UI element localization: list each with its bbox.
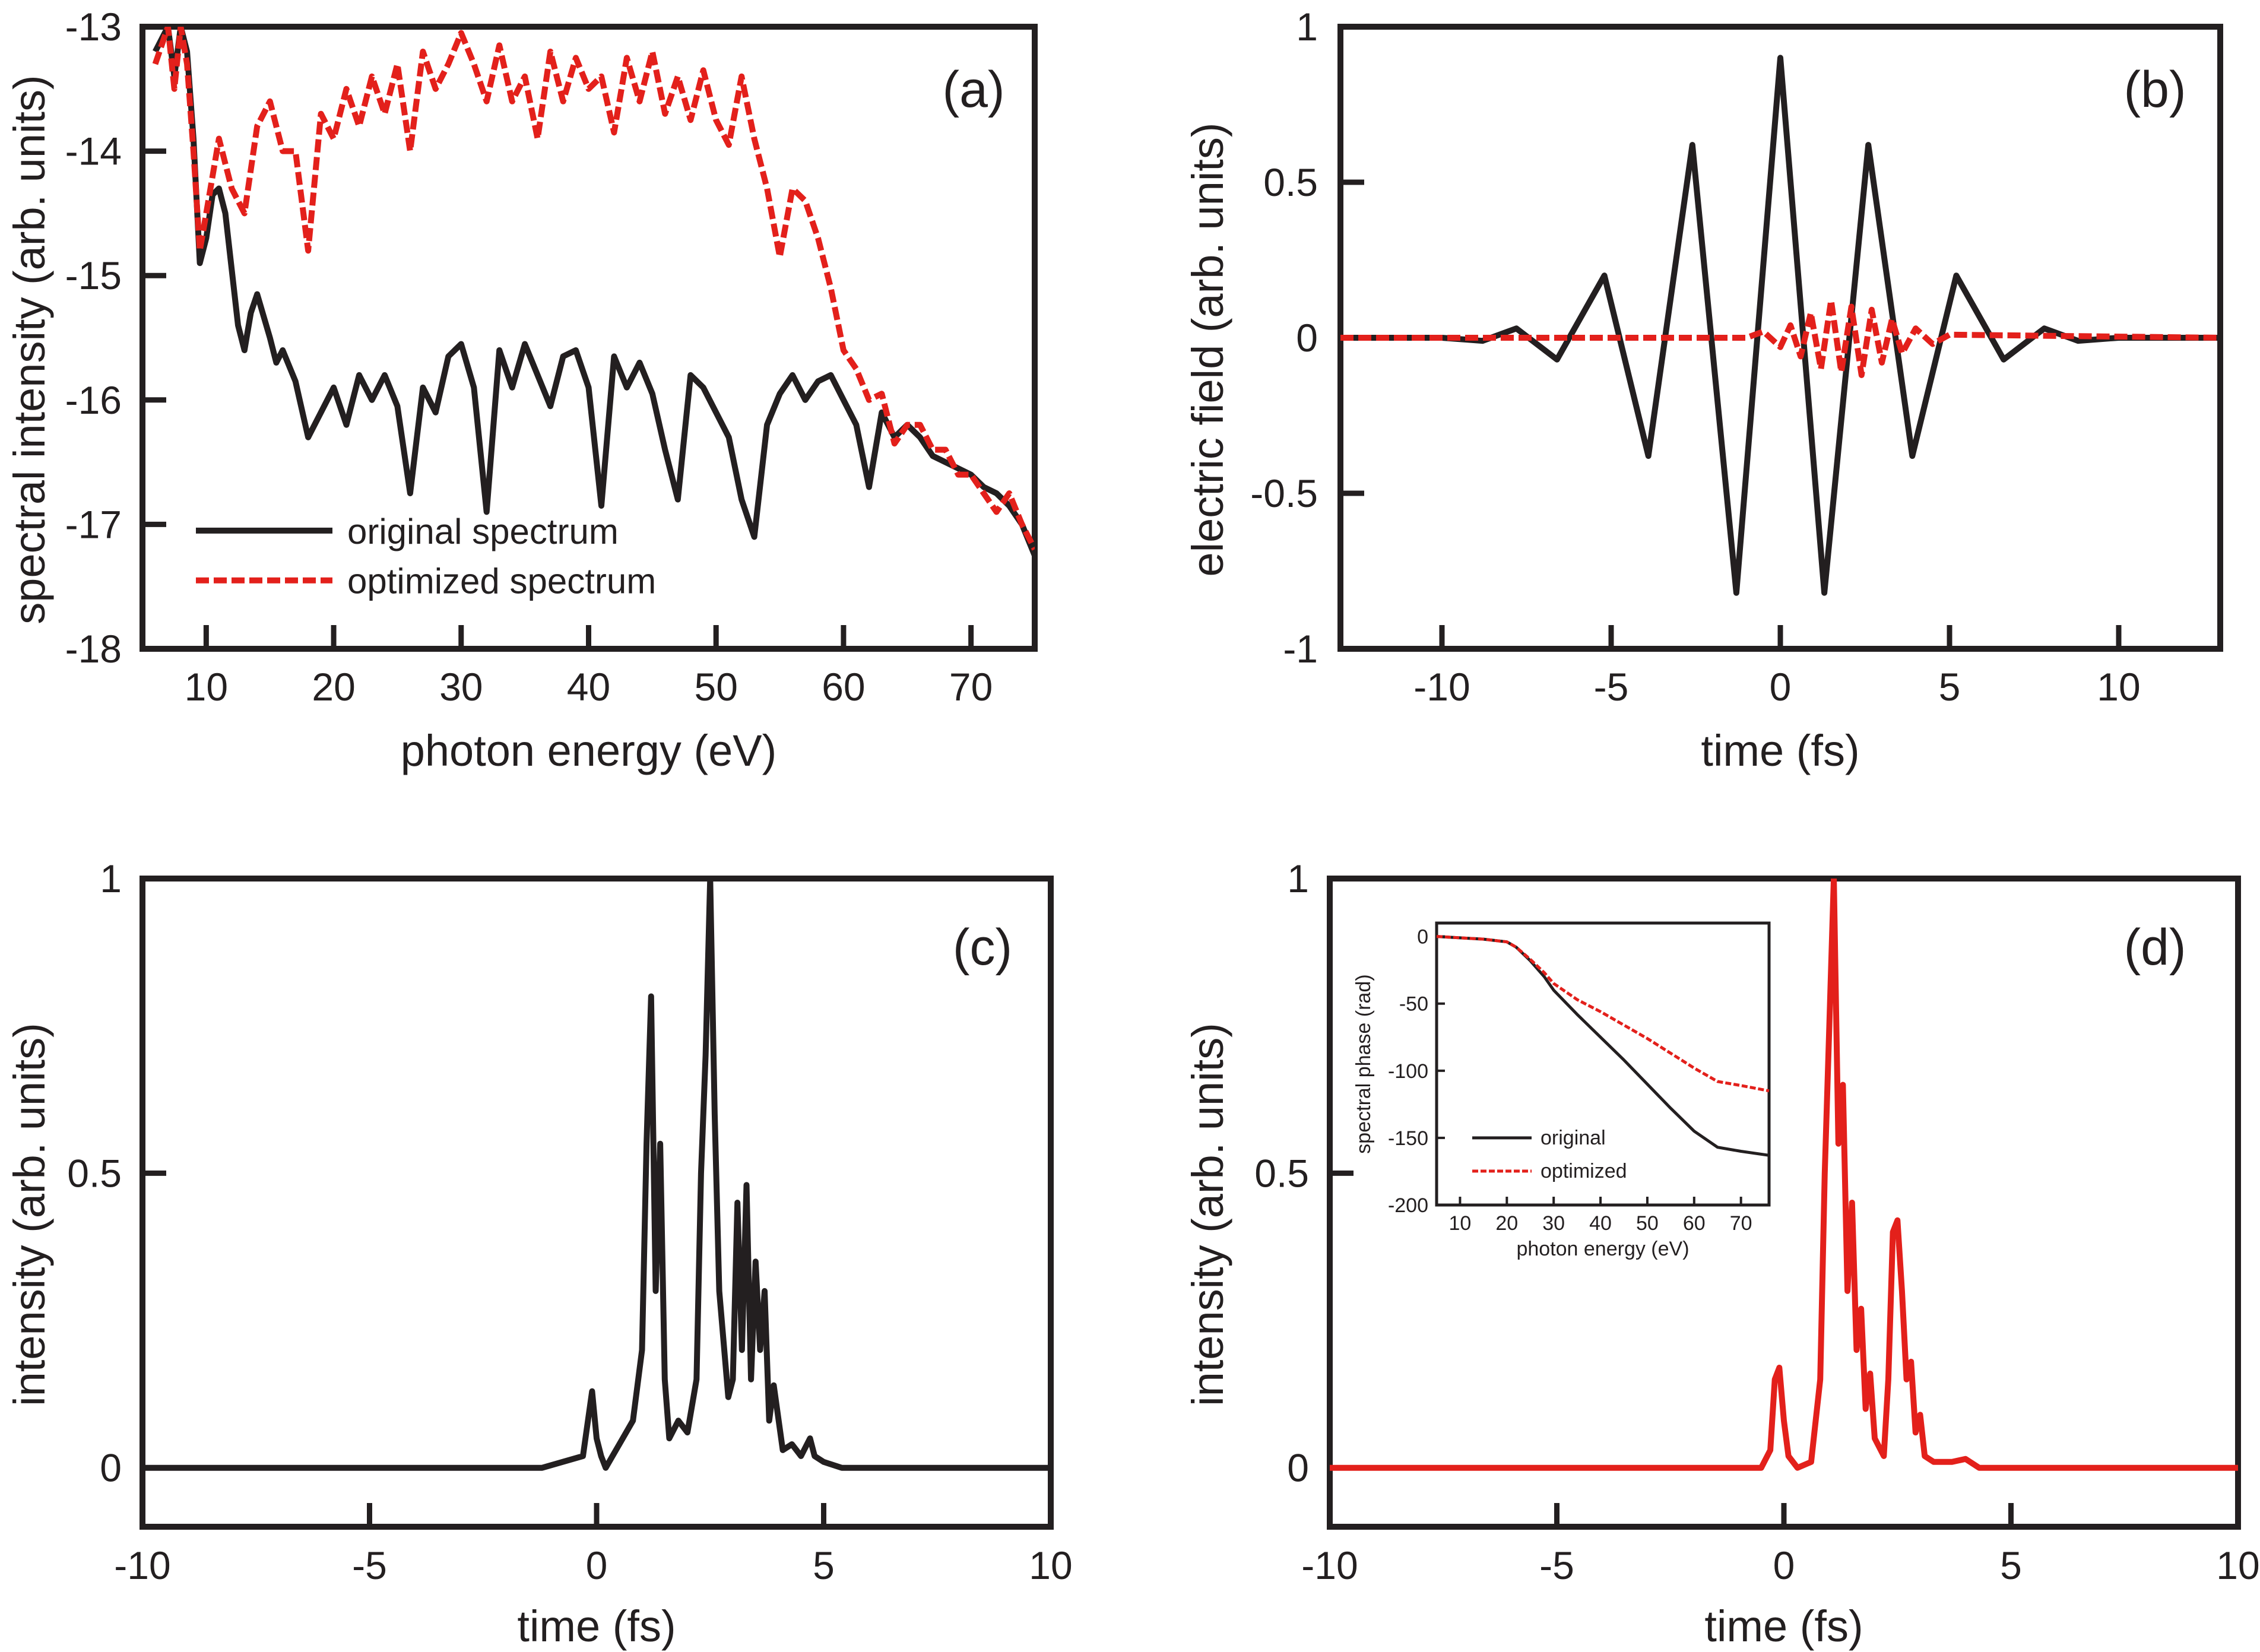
y-tick-label: 0.5 — [1254, 1151, 1309, 1195]
y-tick-label: -14 — [65, 129, 122, 173]
y-axis-label: electric field (arb. units) — [1183, 123, 1232, 577]
panel-label: (a) — [942, 61, 1004, 118]
y-tick-label: 0.5 — [1263, 160, 1318, 204]
inset-y-tick-label: -200 — [1388, 1194, 1428, 1217]
x-tick-label: 0 — [586, 1543, 608, 1587]
y-tick-label: -17 — [65, 502, 122, 546]
legend-label: original spectrum — [347, 512, 619, 551]
y-tick-label: 0 — [100, 1446, 122, 1490]
x-axis-label: time (fs) — [1704, 1602, 1863, 1651]
inset-x-tick-label: 50 — [1636, 1212, 1659, 1235]
x-tick-label: 5 — [1939, 665, 1961, 709]
x-tick-label: 10 — [1029, 1543, 1072, 1587]
x-tick-label: 5 — [2000, 1543, 2022, 1587]
y-axis-label: spectral intensity (arb. units) — [5, 75, 54, 624]
panel-label: (b) — [2123, 61, 2186, 118]
legend-label: optimized spectrum — [347, 562, 656, 601]
x-tick-label: 20 — [312, 665, 355, 709]
panel-label: (c) — [953, 919, 1012, 976]
x-tick-label: -5 — [1539, 1543, 1574, 1587]
inset-y-tick-label: 0 — [1417, 926, 1428, 949]
panel-c: -10 -5 0 5 10 1 0.5 0 time (fs) intensity (arb. u… — [5, 857, 1073, 1651]
x-tick-label: -10 — [1413, 665, 1470, 709]
x-tick-label: 40 — [567, 665, 610, 709]
inset-x-tick-label: 20 — [1495, 1212, 1518, 1235]
inset-legend-label: original — [1541, 1127, 1606, 1149]
x-tick-label: -10 — [1301, 1543, 1358, 1587]
x-tick-label: 10 — [2097, 665, 2140, 709]
y-tick-label: -1 — [1283, 627, 1318, 671]
series-line-original — [142, 879, 1051, 1471]
x-axis-label: photon energy (eV) — [401, 726, 777, 775]
x-tick-label: 60 — [822, 665, 865, 709]
y-tick-label: 0.5 — [67, 1151, 122, 1195]
x-axis-label: time (fs) — [1701, 726, 1859, 775]
x-tick-label: 0 — [1770, 665, 1792, 709]
x-tick-label: 0 — [1773, 1543, 1795, 1587]
series-line-optimized-spectrum — [152, 27, 1035, 551]
inset-x-tick-label: 10 — [1449, 1212, 1472, 1235]
series-line-original-spectrum — [153, 27, 1035, 557]
x-tick-label: -5 — [1594, 665, 1629, 709]
series-line-original — [1340, 55, 2220, 596]
inset-series-line-optimized — [1436, 935, 1770, 1093]
y-tick-label: 1 — [100, 857, 122, 900]
inset-y-tick-label: -100 — [1388, 1060, 1428, 1083]
x-tick-label: 10 — [2216, 1543, 2259, 1587]
panel-d-inset: 10 20 30 40 50 60 70 0 -50 -100 -150 -200 photon ene… — [1352, 921, 1771, 1260]
y-tick-label: -15 — [65, 253, 122, 297]
x-tick-label: 30 — [439, 665, 483, 709]
x-tick-label: 50 — [695, 665, 738, 709]
x-tick-label: 70 — [949, 665, 993, 709]
panel-a: 10 20 30 40 50 60 70 -13 -14 -15 -16 -17 -18 photon e… — [5, 5, 1038, 775]
inset-x-tick-label: 40 — [1589, 1212, 1612, 1235]
inset-frame — [1435, 921, 1771, 1207]
x-tick-label: -5 — [352, 1543, 387, 1587]
inset-legend-label: optimized — [1541, 1160, 1627, 1182]
y-axis-label: intensity (arb. units) — [1183, 1023, 1232, 1406]
y-tick-label: 0 — [1296, 316, 1318, 360]
inset-x-tick-label: 60 — [1683, 1212, 1706, 1235]
inset-y-tick-label: -150 — [1388, 1127, 1428, 1150]
y-tick-label: -0.5 — [1250, 471, 1318, 515]
y-tick-label: 1 — [1296, 5, 1318, 49]
x-tick-label: -10 — [114, 1543, 170, 1587]
y-tick-label: 0 — [1287, 1446, 1309, 1490]
series-line-optimized — [1330, 879, 2238, 1471]
inset-y-axis-label: spectral phase (rad) — [1352, 974, 1375, 1153]
inset-y-tick-label: -50 — [1399, 993, 1428, 1016]
y-tick-label: -16 — [65, 378, 122, 422]
y-tick-label: 1 — [1287, 857, 1309, 900]
panel-b: -10 -5 0 5 10 1 0.5 0 -0.5 -1 time (fs) electric fi… — [1183, 5, 2223, 775]
y-tick-label: -18 — [65, 627, 122, 671]
y-tick-label: -13 — [65, 5, 122, 49]
series-line-optimized — [1340, 297, 2220, 378]
y-axis-label: intensity (arb. units) — [5, 1023, 54, 1406]
inset-x-tick-label: 70 — [1730, 1212, 1752, 1235]
inset-x-axis-label: photon energy (eV) — [1516, 1238, 1689, 1260]
x-tick-label: 5 — [813, 1543, 835, 1587]
panel-label: (d) — [2123, 919, 2186, 976]
x-axis-label: time (fs) — [517, 1602, 676, 1651]
inset-x-tick-label: 30 — [1542, 1212, 1565, 1235]
x-tick-label: 10 — [185, 665, 228, 709]
